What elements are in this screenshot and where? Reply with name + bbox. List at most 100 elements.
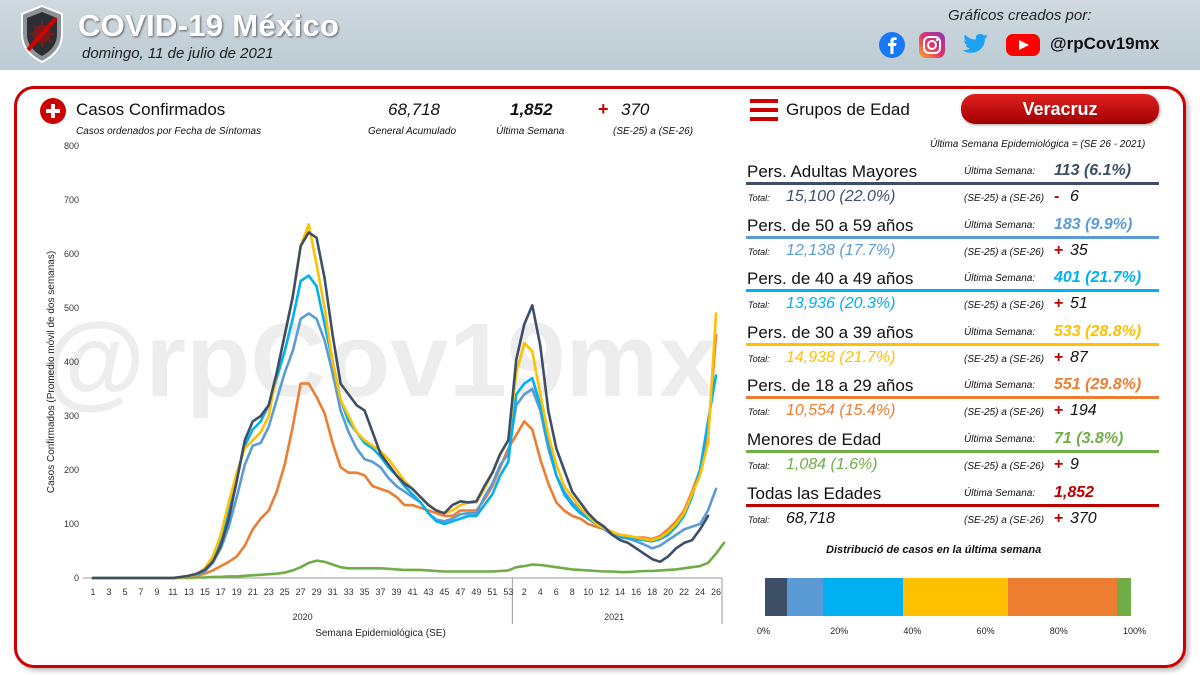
twitter-icon[interactable] — [958, 31, 990, 59]
watermark-text: @rpCov19mx — [43, 302, 717, 419]
x-tick-label: 20 — [663, 587, 673, 597]
x-tick-label: 1 — [90, 587, 95, 597]
age-group-week-value: 71 (3.8%) — [1054, 430, 1124, 447]
total-label: Total: — [748, 300, 770, 311]
x-tick-label: 49 — [471, 587, 481, 597]
age-group-change-value: 370 — [1070, 509, 1097, 527]
age-group-change-value: 35 — [1070, 241, 1088, 259]
age-group-row: Menores de Edad Última Semana: 71 (3.8%) To… — [746, 430, 1160, 484]
x-tick-label: 18 — [647, 587, 657, 597]
distribution-segment — [902, 578, 1009, 616]
author-handle[interactable]: @rpCov19mx — [1050, 34, 1160, 53]
change-sign: - — [1054, 188, 1060, 205]
age-group-total-value: 13,936 (20.3%) — [786, 295, 896, 313]
age-group-total-value: 10,554 (15.4%) — [786, 402, 896, 420]
age-group-name: Todas las Edades — [747, 483, 882, 503]
x-tick-label: 26 — [711, 587, 721, 597]
y-tick-label: 200 — [64, 465, 79, 475]
total-label: Total: — [748, 461, 770, 471]
series-line — [91, 541, 726, 580]
distribution-tick-label: 60% — [976, 626, 995, 636]
total-label: Total: — [748, 514, 770, 525]
weekly-change-value: 370 — [621, 100, 650, 119]
distribution-tick-label: 40% — [903, 626, 922, 636]
y-tick-label: 700 — [64, 195, 79, 205]
x-tick-label: 14 — [615, 587, 625, 597]
change-sign: + — [1054, 509, 1064, 527]
y-tick-label: 400 — [64, 357, 79, 367]
age-group-week-value: 1,852 — [1054, 483, 1095, 501]
x-tick-label: 43 — [423, 587, 433, 597]
youtube-icon[interactable] — [1004, 31, 1042, 59]
last-week-label: Última Semana — [496, 126, 565, 137]
age-group-row: Pers. de 50 a 59 años Última Semana: 183 (… — [746, 216, 1160, 270]
change-sign: + — [1054, 402, 1064, 420]
distribution-title: Distribució de casos en la última semana — [826, 544, 1042, 556]
x-tick-label: 9 — [154, 587, 159, 597]
change-label: (SE-25) a (SE-26) — [964, 300, 1045, 312]
total-cases-label: General Acumulado — [368, 126, 457, 137]
last-week-label: Última Semana: — [964, 487, 1036, 499]
change-label: (SE-25) a (SE-26) — [964, 407, 1045, 419]
x-tick-label: 10 — [583, 587, 593, 597]
epi-week-note: Última Semana Epidemiológica = (SE 26 - … — [930, 139, 1146, 150]
distribution-segment — [823, 578, 903, 616]
header-bar: COVID-19 México domingo, 11 de julio de … — [0, 0, 1200, 70]
instagram-icon[interactable] — [918, 31, 946, 59]
x-tick-label: 4 — [538, 587, 543, 597]
age-groups-title: Grupos de Edad — [786, 100, 910, 119]
age-group-week-value: 183 (9.9%) — [1054, 215, 1133, 233]
x-tick-label: 16 — [631, 587, 641, 597]
y-tick-label: 500 — [64, 303, 79, 313]
x-tick-label: 8 — [570, 587, 575, 597]
x-tick-label: 3 — [106, 587, 111, 597]
x-tick-label: 41 — [407, 587, 417, 597]
age-group-change-value: 51 — [1070, 295, 1088, 313]
age-group-name: Pers. de 50 a 59 años — [747, 215, 914, 235]
age-group-underline — [746, 396, 1159, 400]
total-label: Total: — [748, 246, 770, 257]
x-tick-label: 2 — [522, 587, 527, 597]
year-label: 2021 — [604, 612, 624, 622]
change-label: (SE-25) a (SE-26) — [964, 193, 1045, 204]
facebook-icon[interactable] — [878, 31, 906, 59]
state-selector-button[interactable]: Veracruz — [961, 94, 1159, 124]
total-label: Total: — [748, 407, 770, 418]
change-label: (SE-25) a (SE-26) — [964, 246, 1045, 258]
distribution-stacked-bar — [765, 578, 1131, 616]
age-group-underline — [746, 289, 1159, 293]
x-tick-label: 39 — [392, 587, 402, 597]
menu-icon — [750, 99, 778, 121]
age-group-total-value: 14,938 (21.7%) — [786, 348, 896, 366]
age-group-total-value: 1,084 (1.6%) — [786, 456, 878, 473]
last-week-label: Última Semana: — [964, 273, 1036, 285]
age-group-name: Menores de Edad — [747, 430, 882, 449]
age-group-change-value: 6 — [1070, 188, 1079, 205]
x-tick-label: 6 — [554, 587, 559, 597]
age-group-row: Todas las Edades Última Semana: 1,852 Total… — [746, 484, 1160, 538]
age-group-underline — [746, 182, 1159, 185]
year-label: 2020 — [293, 612, 313, 622]
age-group-name: Pers. Adultas Mayores — [747, 162, 918, 181]
last-week-label: Última Semana: — [964, 166, 1036, 177]
x-tick-label: 22 — [679, 587, 689, 597]
x-tick-label: 21 — [248, 587, 258, 597]
distribution-segment — [1117, 578, 1131, 616]
age-group-name: Pers. de 40 a 49 años — [747, 269, 914, 289]
distribution-segment — [787, 578, 824, 616]
x-tick-label: 37 — [376, 587, 386, 597]
distribution-tick-label: 100% — [1123, 626, 1147, 636]
x-tick-label: 12 — [599, 587, 609, 597]
total-label: Total: — [748, 353, 770, 364]
age-group-underline — [746, 342, 1159, 346]
age-group-total-value: 15,100 (22.0%) — [786, 188, 896, 205]
weekly-change-label: (SE-25) a (SE-26) — [613, 126, 694, 137]
total-cases-value: 68,718 — [388, 100, 440, 119]
x-tick-label: 11 — [168, 587, 177, 597]
confirmed-cases-title: Casos Confirmados — [76, 100, 226, 119]
distribution-segment — [765, 578, 788, 616]
x-tick-label: 33 — [344, 587, 354, 597]
age-group-row: Pers. Adultas Mayores Última Semana: 113 (… — [746, 162, 1160, 216]
credits-label: Gráficos creados por: — [948, 7, 1092, 24]
y-tick-label: 800 — [64, 141, 79, 151]
